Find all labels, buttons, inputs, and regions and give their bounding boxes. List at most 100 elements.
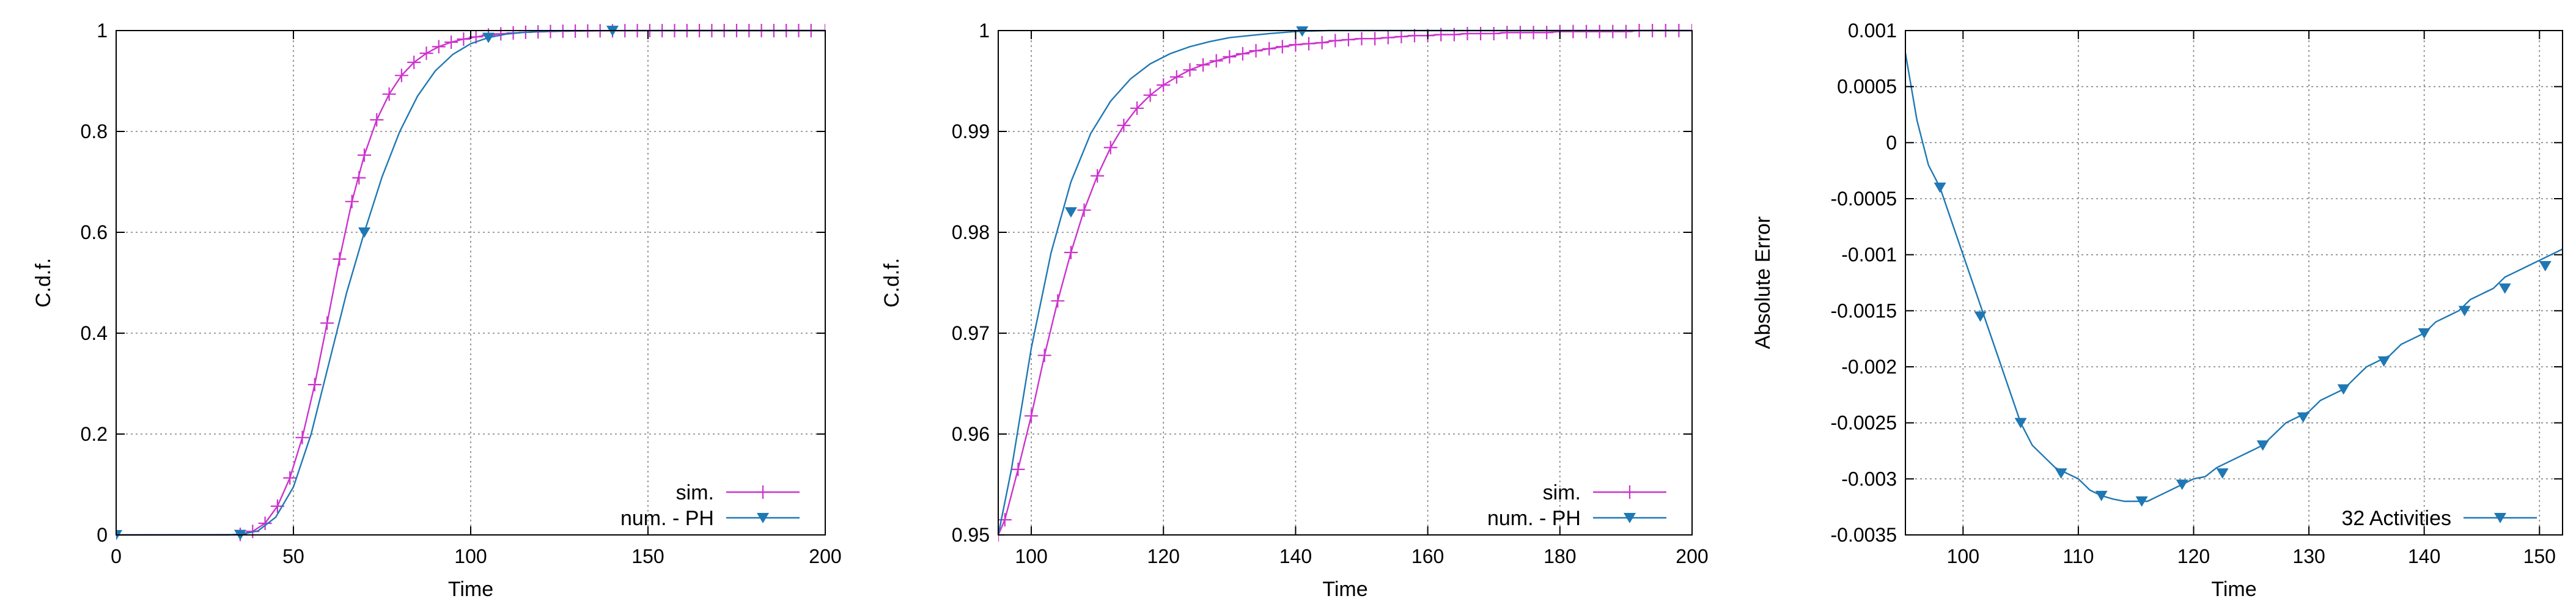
data-point (1394, 29, 1408, 43)
data-point (1592, 24, 1606, 39)
data-point (2176, 479, 2188, 490)
series-num-ph (998, 26, 1692, 536)
ticks: 100 120 140 160 180 200 0.95 0.96 0.97 0.98 0.99 1 (952, 20, 1709, 567)
legend-label: 32 Activities (2341, 507, 2451, 530)
series-sim- (116, 24, 825, 542)
data-point (2014, 418, 2027, 429)
grid (1905, 31, 2563, 535)
y-tick-label: 1 (979, 20, 990, 42)
plot-frame (1905, 30, 2563, 536)
data-point (1011, 462, 1025, 476)
data-point (1025, 409, 1039, 423)
legend-marker (756, 485, 770, 499)
data-point (432, 40, 446, 54)
grid (116, 31, 825, 535)
x-tick-label: 180 (1544, 545, 1576, 567)
legend-label: num. - PH (620, 507, 714, 530)
data-point (1381, 31, 1395, 45)
x-tick-label: 140 (1279, 545, 1312, 567)
y-tick-label: 0.6 (81, 221, 108, 243)
data-point (1235, 46, 1249, 61)
x-tick-label: 120 (2177, 545, 2210, 567)
y-tick-label: -0.002 (1841, 356, 1897, 378)
x-axis-label: Time (2211, 578, 2256, 601)
data-point (1296, 26, 1309, 37)
data-point (1130, 101, 1144, 116)
data-point (1513, 26, 1527, 40)
data-point (1183, 63, 1197, 77)
data-point (2498, 283, 2511, 294)
y-tick-label: 0 (1886, 131, 1897, 153)
x-tick-label: 100 (1947, 545, 1979, 567)
data-point (1341, 32, 1355, 46)
y-tick-label: 0.95 (952, 524, 990, 546)
data-point (444, 35, 458, 49)
legend-marker (1624, 513, 1636, 523)
y-tick-label: 0.8 (81, 120, 108, 142)
data-point (1540, 26, 1554, 40)
data-point (1196, 58, 1210, 72)
data-point (1275, 40, 1289, 54)
data-point (1223, 50, 1237, 64)
y-tick-label: 0 (97, 524, 108, 546)
data-point (1077, 203, 1091, 217)
data-point (358, 148, 371, 162)
legend: sim. num. - PH (620, 481, 800, 530)
y-tick-label: 0.001 (1848, 20, 1897, 42)
y-tick-label: 0.4 (81, 322, 108, 344)
legend-marker (757, 513, 769, 523)
chart-panel-cdf-full: 0 50 100 150 200 0 0.2 0.4 0.6 0.8 1 Time C.d.f. sim.… (32, 20, 842, 601)
data-point (345, 194, 359, 208)
y-tick-label: 0.2 (81, 423, 108, 445)
data-point (1064, 207, 1077, 218)
data-point (370, 113, 384, 127)
data-point (283, 471, 297, 485)
data-point (320, 316, 334, 330)
legend-marker (1623, 485, 1636, 499)
data-point (482, 32, 495, 43)
ticks: 100 110 120 130 140 150 -0.0035 -0.003 -0.0025 -0… (1830, 20, 2563, 567)
data-point (1157, 78, 1171, 92)
y-tick-label: 0.98 (952, 221, 990, 243)
x-tick-label: 160 (1411, 545, 1444, 567)
legend: sim. num. - PH (1487, 481, 1666, 530)
series-sim- (998, 24, 1692, 542)
legend-label: sim. (1543, 481, 1581, 504)
data-point (1302, 37, 1316, 51)
data-point (2377, 356, 2390, 367)
legend-label: sim. (676, 481, 714, 504)
plot-frame (116, 30, 826, 536)
data-point (382, 87, 396, 101)
legend-label: num. - PH (1487, 507, 1581, 530)
legend: 32 Activities (2341, 507, 2537, 530)
series-line (116, 29, 825, 536)
y-tick-label: 0.96 (952, 423, 990, 445)
data-point (1328, 34, 1342, 48)
data-point (2337, 384, 2350, 395)
data-point (1249, 44, 1263, 57)
x-tick-label: 200 (1676, 545, 1708, 567)
data-point (1368, 32, 1382, 46)
data-point (998, 513, 1012, 527)
series-line (116, 29, 825, 536)
chart-panel-absolute-error: 100 110 120 130 140 150 -0.0035 -0.003 -0.0025 -0… (1751, 20, 2563, 601)
data-point (1064, 246, 1078, 259)
data-point (2418, 328, 2431, 339)
data-point (1289, 38, 1303, 52)
data-point (1051, 294, 1065, 308)
y-tick-label: -0.0035 (1830, 524, 1897, 546)
series-num-ph (116, 26, 825, 540)
data-point (394, 68, 408, 83)
data-point (333, 252, 347, 266)
data-point (1487, 26, 1501, 40)
y-tick-label: 0.99 (952, 120, 990, 142)
data-point (1460, 26, 1474, 40)
data-point (2297, 412, 2309, 423)
x-tick-label: 100 (1015, 545, 1047, 567)
x-axis-label: Time (448, 578, 493, 601)
y-tick-label: -0.0015 (1830, 300, 1897, 322)
plot-frame (998, 30, 1693, 536)
series-32-activities (1905, 53, 2563, 507)
x-tick-label: 120 (1147, 545, 1180, 567)
